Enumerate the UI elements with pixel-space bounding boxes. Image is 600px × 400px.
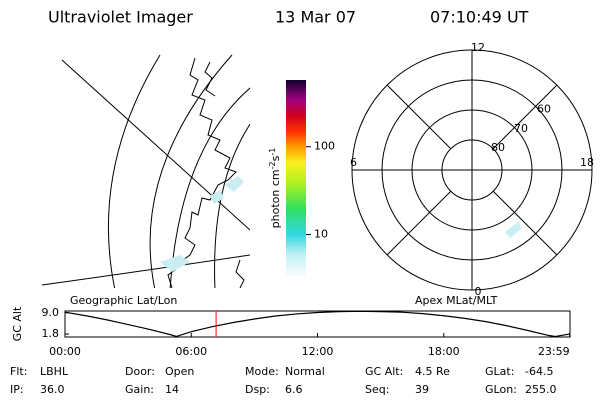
exponent: -2 (268, 161, 277, 169)
parallel (107, 54, 161, 288)
mlt-label: 6 (350, 156, 357, 169)
field-value: 39 (415, 383, 429, 396)
colorbar-tick-label: 10 (314, 228, 328, 241)
lat-label: 80 (491, 141, 505, 154)
geo-map (41, 54, 250, 288)
colorbar-label: photon cm-2s-1 (268, 148, 283, 229)
x-tick-label: 12:00 (302, 345, 334, 358)
caption: Apex MLat/MLT (415, 294, 498, 307)
aurora (160, 176, 244, 272)
mlt-line (492, 84, 558, 150)
exponent: -1 (268, 148, 277, 156)
aurora (505, 222, 522, 238)
field-value: 14 (165, 383, 179, 396)
unit: s (269, 155, 282, 161)
altitude-line (64, 310, 570, 338)
field-label: Seq: (365, 383, 389, 396)
parallel (214, 123, 250, 288)
colorbar-tick-label: 100 (314, 140, 335, 153)
x-tick-label: 06:00 (175, 345, 207, 358)
mlt-label: 18 (580, 156, 594, 169)
field-value: LBHL (40, 365, 69, 378)
time: 07:10:49 UT (430, 8, 529, 27)
field-label: Door: (125, 365, 155, 378)
unit: photon cm (269, 169, 282, 228)
coastline (167, 57, 237, 288)
mlt-line (492, 190, 558, 256)
parallel (41, 254, 250, 286)
y-tick-label: 1.8 (42, 327, 60, 340)
field-label: Dsp: (245, 383, 270, 396)
title: Ultraviolet Imager (48, 8, 193, 27)
coastline (235, 259, 245, 288)
lat-label: 60 (537, 103, 551, 116)
field-label: Gain: (125, 383, 154, 396)
colorbar (286, 80, 306, 278)
lat-label: 70 (514, 122, 528, 135)
field-label: GC Alt: (365, 365, 403, 378)
field-label: Mode: (245, 365, 279, 378)
field-value: Normal (285, 365, 325, 378)
mlt-line (386, 190, 452, 256)
mlt-label: 0 (475, 285, 482, 298)
y-tick-label: 9.0 (42, 306, 60, 319)
mlt-line (386, 84, 452, 150)
parallel (169, 87, 250, 288)
meridian (61, 59, 250, 231)
field-value: Open (165, 365, 194, 378)
field-value: 6.6 (285, 383, 303, 396)
field-label: IP: (10, 383, 24, 396)
field-label: GLon: (485, 383, 517, 396)
x-tick-label: 18:00 (428, 345, 460, 358)
field-value: -64.5 (525, 365, 553, 378)
x-tick-label: 23:59 (538, 345, 570, 358)
field-label: Flt: (10, 365, 27, 378)
parallel (149, 54, 233, 288)
y-axis-label: GC Alt (11, 306, 24, 341)
field-value: 4.5 Re (415, 365, 450, 378)
field-value: 255.0 (525, 383, 557, 396)
x-tick-label: 00:00 (49, 345, 81, 358)
date: 13 Mar 07 (275, 8, 356, 27)
caption: Geographic Lat/Lon (70, 294, 177, 307)
field-label: GLat: (485, 365, 514, 378)
mlt-label: 12 (471, 41, 485, 54)
coastline (204, 61, 216, 97)
field-value: 36.0 (40, 383, 65, 396)
